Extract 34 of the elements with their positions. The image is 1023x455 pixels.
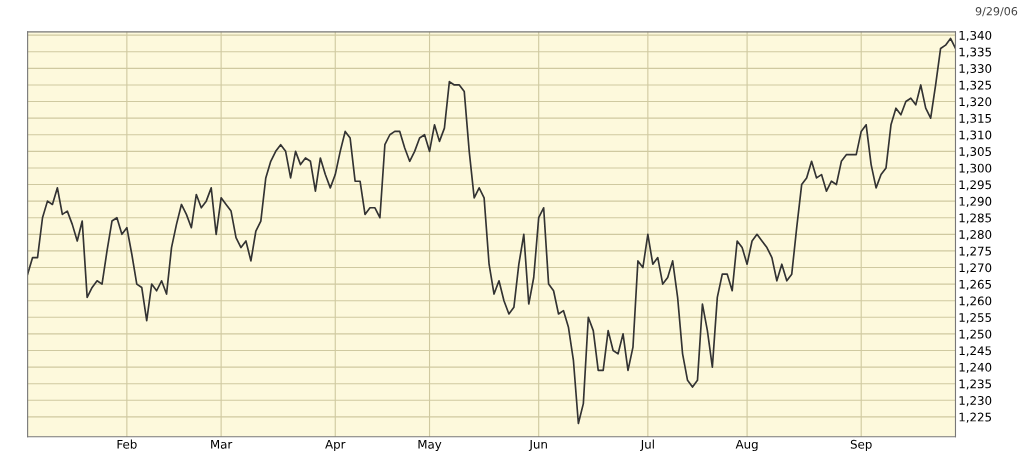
y-tick-label: 1,275 [959,246,992,257]
y-tick-label: 1,230 [959,396,992,407]
y-tick-label: 1,270 [959,263,992,274]
y-tick-label: 1,335 [959,47,992,58]
y-tick-label: 1,300 [959,163,992,174]
x-tick-label: Mar [211,439,233,449]
y-tick-label: 1,285 [959,213,992,224]
y-tick-label: 1,240 [959,362,992,373]
x-tick-label: Sep [850,439,872,451]
line-series [27,37,956,425]
y-tick-label: 1,295 [959,180,992,191]
x-tick-label: Feb [117,439,137,449]
x-tick-label: Jun [528,439,547,451]
y-tick-label: 1,290 [959,196,992,207]
y-tick-label: 1,310 [959,130,992,141]
x-tick-label: Apr [325,439,346,451]
y-tick-label: 1,245 [959,346,992,357]
y-tick-label: 1,305 [959,147,992,158]
text: 9/29/06 [975,7,1018,17]
y-tick-label: 1,255 [959,313,992,324]
y-tick-label: 1,235 [959,379,992,390]
y-tick-label: 1,265 [959,279,992,290]
x-tick-label: May [418,439,442,451]
y-tick-label: 1,320 [959,97,992,108]
y-tick-label: 1,280 [959,230,992,241]
x-tick-label: Jul [640,439,654,451]
y-tick-label: 1,330 [959,64,992,75]
y-tick-label: 1,225 [959,412,992,423]
y-tick-label: 1,325 [959,80,992,91]
y-tick-label: 1,340 [959,30,992,42]
y-tick-label: 1,250 [959,329,992,340]
x-tick-label: Aug [735,439,758,451]
y-tick-label: 1,315 [959,113,992,125]
y-tick-label: 1,260 [959,296,992,307]
